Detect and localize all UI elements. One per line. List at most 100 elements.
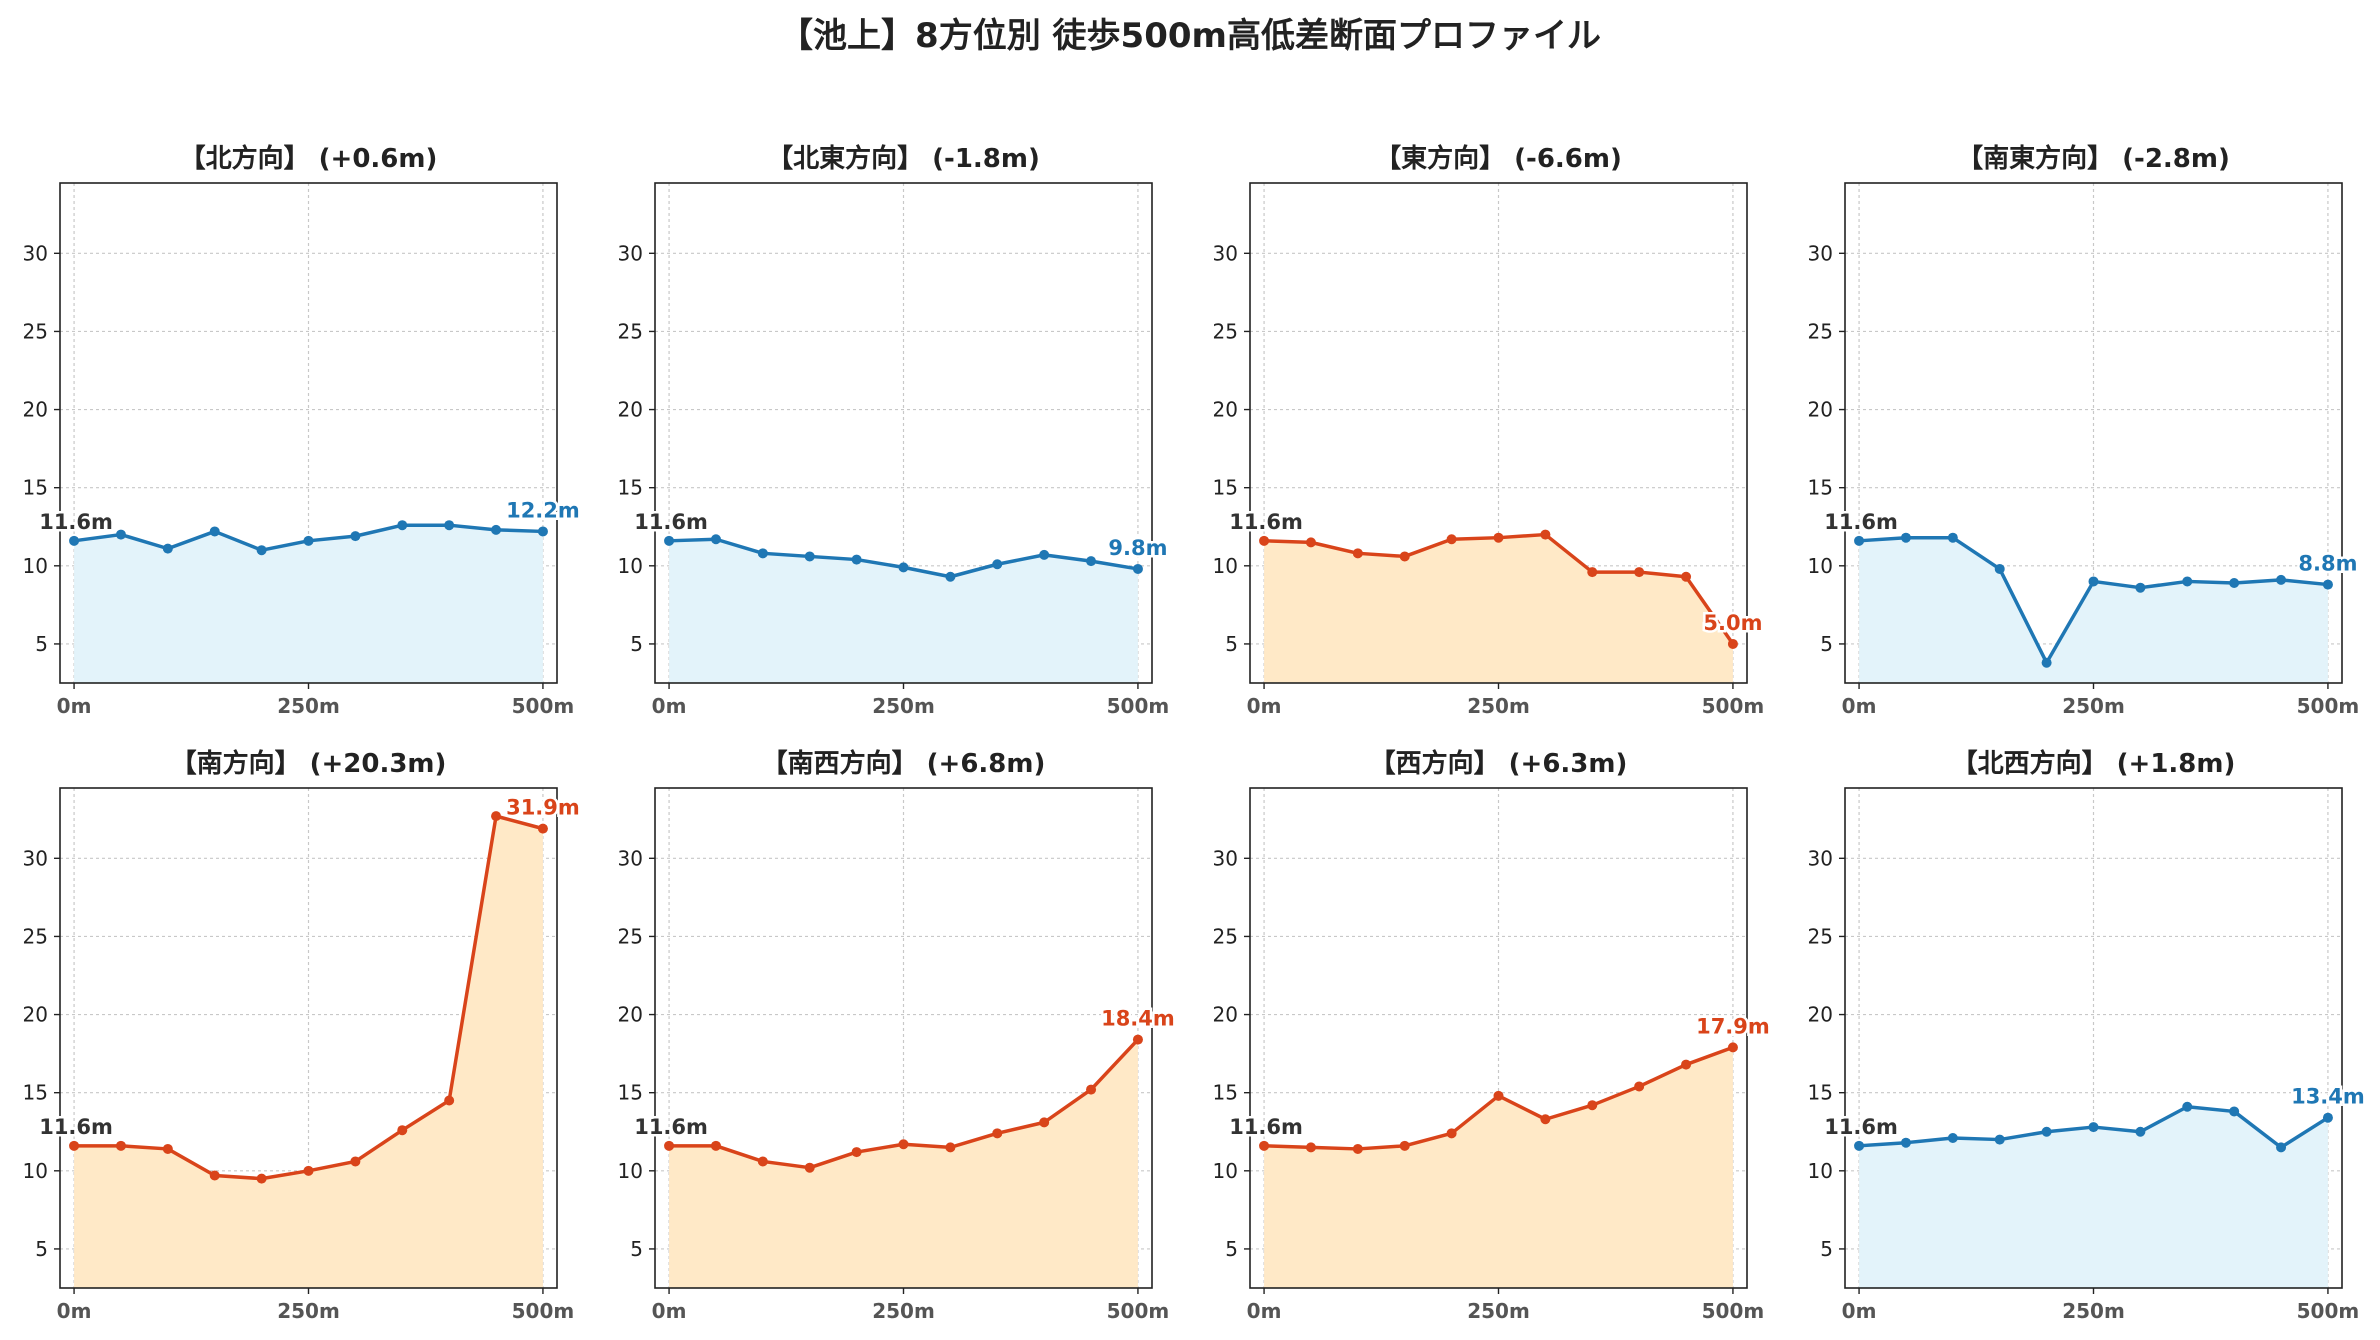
end-value-label: 8.8m xyxy=(2298,552,2357,576)
profile-point xyxy=(303,1165,314,1176)
x-tick-label: 0m xyxy=(1247,694,1282,718)
y-tick-label: 30 xyxy=(23,846,48,870)
x-tick-label: 500m xyxy=(1702,694,1765,718)
profile-point xyxy=(1994,1134,2005,1145)
profile-area xyxy=(1264,534,1733,683)
profile-point xyxy=(444,520,455,531)
profile-chart-2: 【東方向】 (-6.6m) 5 10 15 20 25 30 0m 250m 500m 11.6m 5… xyxy=(1213,143,1765,718)
x-tick-label: 500m xyxy=(512,694,575,718)
x-tick-label: 500m xyxy=(512,1299,575,1323)
profile-point xyxy=(491,811,502,822)
profile-point xyxy=(757,548,768,559)
profile-point xyxy=(1493,1090,1504,1101)
y-tick-label: 15 xyxy=(1808,1081,1833,1105)
start-value-label: 11.6m xyxy=(1824,1115,1898,1139)
profile-area xyxy=(74,525,543,683)
profile-point xyxy=(69,1140,80,1151)
profile-point xyxy=(1587,567,1598,578)
x-tick-label: 500m xyxy=(1702,1299,1765,1323)
profile-point xyxy=(2276,1142,2287,1153)
profile-point xyxy=(1634,567,1645,578)
x-tick-label: 250m xyxy=(872,1299,935,1323)
profile-point xyxy=(1727,638,1738,649)
y-tick-label: 10 xyxy=(23,1159,48,1183)
profile-point xyxy=(1854,535,1865,546)
y-tick-label: 5 xyxy=(630,632,643,656)
start-value-label: 11.6m xyxy=(634,510,708,534)
profile-point xyxy=(2088,576,2099,587)
profile-point xyxy=(69,535,80,546)
profile-point xyxy=(1039,549,1050,560)
y-tick-label: 25 xyxy=(23,319,48,343)
start-value-label: 11.6m xyxy=(1824,510,1898,534)
profile-point xyxy=(1086,1084,1097,1095)
profile-point xyxy=(851,1147,862,1158)
y-tick-label: 25 xyxy=(618,319,643,343)
end-value-label: 12.2m xyxy=(506,498,580,522)
profile-point xyxy=(1587,1100,1598,1111)
x-tick-label: 500m xyxy=(2297,1299,2360,1323)
profile-area xyxy=(669,539,1138,683)
y-tick-label: 15 xyxy=(1808,476,1833,500)
start-value-label: 11.6m xyxy=(39,1115,113,1139)
profile-point xyxy=(1352,1143,1363,1154)
end-value-label: 17.9m xyxy=(1696,1014,1770,1038)
x-tick-label: 250m xyxy=(1467,694,1530,718)
profile-point xyxy=(804,551,815,562)
chart-title: 【南西方向】 (+6.8m) xyxy=(762,748,1046,779)
y-tick-label: 20 xyxy=(23,398,48,422)
y-tick-label: 15 xyxy=(23,476,48,500)
y-tick-label: 10 xyxy=(1808,554,1833,578)
profile-point xyxy=(1399,551,1410,562)
profile-point xyxy=(209,1170,220,1181)
profile-point xyxy=(1132,1034,1143,1045)
y-tick-label: 25 xyxy=(1213,319,1238,343)
profile-point xyxy=(1900,1137,1911,1148)
profile-point xyxy=(1681,1059,1692,1070)
profile-point xyxy=(1994,563,2005,574)
y-tick-label: 30 xyxy=(1213,846,1238,870)
profile-point xyxy=(162,543,173,554)
y-tick-label: 30 xyxy=(1213,241,1238,265)
profile-point xyxy=(2041,1126,2052,1137)
chart-title: 【西方向】 (+6.3m) xyxy=(1370,748,1628,779)
profile-point xyxy=(2229,1106,2240,1117)
y-tick-label: 15 xyxy=(1213,476,1238,500)
y-tick-label: 5 xyxy=(1820,632,1833,656)
profile-point xyxy=(992,1128,1003,1139)
start-value-label: 11.6m xyxy=(1229,510,1303,534)
y-tick-label: 20 xyxy=(1213,398,1238,422)
start-value-label: 11.6m xyxy=(634,1115,708,1139)
profile-area xyxy=(74,816,543,1288)
profile-point xyxy=(1259,1140,1270,1151)
y-tick-label: 20 xyxy=(618,1003,643,1027)
y-tick-label: 5 xyxy=(35,1237,48,1261)
profile-point xyxy=(664,1140,675,1151)
y-tick-label: 10 xyxy=(618,1159,643,1183)
profile-point xyxy=(1132,563,1143,574)
profile-point xyxy=(1086,556,1097,567)
profile-point xyxy=(710,1140,721,1151)
chart-title: 【東方向】 (-6.6m) xyxy=(1375,143,1622,174)
y-tick-label: 20 xyxy=(1808,398,1833,422)
profile-point xyxy=(2322,1112,2333,1123)
y-tick-label: 30 xyxy=(618,846,643,870)
y-tick-label: 30 xyxy=(1808,846,1833,870)
end-value-label: 5.0m xyxy=(1703,611,1762,635)
y-tick-label: 10 xyxy=(1213,1159,1238,1183)
profile-point xyxy=(2135,1126,2146,1137)
profile-point xyxy=(1352,548,1363,559)
profile-point xyxy=(350,531,361,542)
y-tick-label: 10 xyxy=(23,554,48,578)
figure-title: 【池上】8方位別 徒歩500m高低差断面プロファイル xyxy=(779,16,1601,56)
profile-point xyxy=(1259,535,1270,546)
profile-point xyxy=(2229,578,2240,588)
x-tick-label: 0m xyxy=(652,1299,687,1323)
profile-point xyxy=(2276,574,2287,585)
x-tick-label: 250m xyxy=(872,694,935,718)
profile-point xyxy=(1947,532,1958,543)
profile-point xyxy=(992,559,1003,570)
profile-point xyxy=(898,562,909,573)
profile-point xyxy=(162,1143,173,1154)
profile-chart-7: 【北西方向】 (+1.8m) 5 10 15 20 25 30 0m 250m 500m 11.6m… xyxy=(1808,748,2368,1323)
